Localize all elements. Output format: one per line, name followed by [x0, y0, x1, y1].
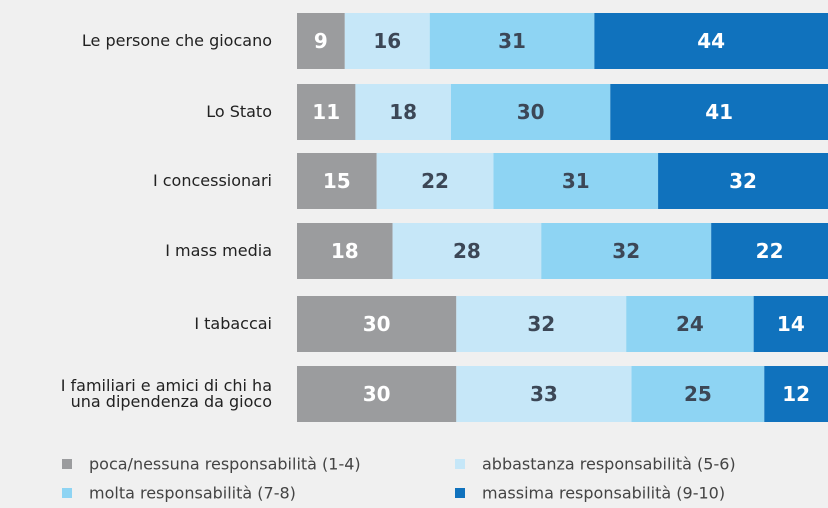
bar-segment — [344, 13, 430, 69]
value-label: 18 — [389, 100, 417, 124]
category-label: Lo Stato — [206, 102, 272, 121]
legend-swatch — [455, 488, 465, 498]
value-label: 30 — [517, 100, 545, 124]
bar-segment — [376, 153, 494, 209]
bar-segment — [658, 153, 828, 209]
bar-segment — [429, 13, 595, 69]
value-label: 22 — [756, 239, 784, 263]
value-label: 18 — [331, 239, 359, 263]
value-label: 30 — [363, 312, 391, 336]
bar-segment — [764, 366, 828, 422]
value-label: 14 — [777, 312, 805, 336]
category-label: Le persone che giocano — [81, 31, 272, 50]
bar-segment — [541, 223, 712, 279]
legend-label: massima responsabilità (9-10) — [482, 484, 725, 503]
category-label: I concessionari — [152, 171, 272, 190]
value-label: 31 — [562, 169, 590, 193]
bar-segment — [392, 223, 542, 279]
bar-segment — [297, 84, 356, 140]
bar-segment — [753, 296, 828, 352]
value-label: 12 — [782, 382, 810, 406]
bar-segment — [297, 366, 457, 422]
value-label: 33 — [530, 382, 558, 406]
legend-swatch — [455, 459, 465, 469]
legend-label: molta responsabilità (7-8) — [89, 484, 296, 503]
category-label: I tabaccai — [194, 314, 272, 333]
legend-swatch — [62, 488, 72, 498]
bar-segment — [297, 296, 457, 352]
value-label: 41 — [705, 100, 733, 124]
value-label: 15 — [323, 169, 351, 193]
bar-segment — [450, 84, 611, 140]
value-label: 32 — [612, 239, 640, 263]
value-label: 30 — [363, 382, 391, 406]
legend-label: abbastanza responsabilità (5-6) — [482, 455, 736, 474]
bar-segment — [297, 223, 393, 279]
bar-segment — [610, 84, 828, 140]
bar-segment — [626, 296, 754, 352]
value-label: 31 — [498, 29, 526, 53]
value-label: 11 — [312, 100, 340, 124]
value-label: 22 — [421, 169, 449, 193]
value-label: 16 — [373, 29, 401, 53]
bar-segment — [594, 13, 828, 69]
bar-segment — [456, 366, 632, 422]
value-label: 24 — [676, 312, 704, 336]
category-label: I mass media — [165, 241, 272, 260]
value-label: 32 — [729, 169, 757, 193]
bar-segment — [355, 84, 451, 140]
legend-swatch — [62, 459, 72, 469]
bar-segment — [493, 153, 659, 209]
value-label: 44 — [697, 29, 725, 53]
bar-segment — [711, 223, 828, 279]
value-label: 9 — [314, 29, 328, 53]
bar-segment — [456, 296, 627, 352]
value-label: 32 — [527, 312, 555, 336]
value-label: 25 — [684, 382, 712, 406]
legend-label: poca/nessuna responsabilità (1-4) — [89, 455, 361, 474]
bar-segment — [297, 153, 377, 209]
bar-segment — [297, 13, 345, 69]
value-label: 28 — [453, 239, 481, 263]
category-label: I familiari e amici di chi ha una dipend… — [60, 376, 272, 411]
bar-segment — [631, 366, 765, 422]
